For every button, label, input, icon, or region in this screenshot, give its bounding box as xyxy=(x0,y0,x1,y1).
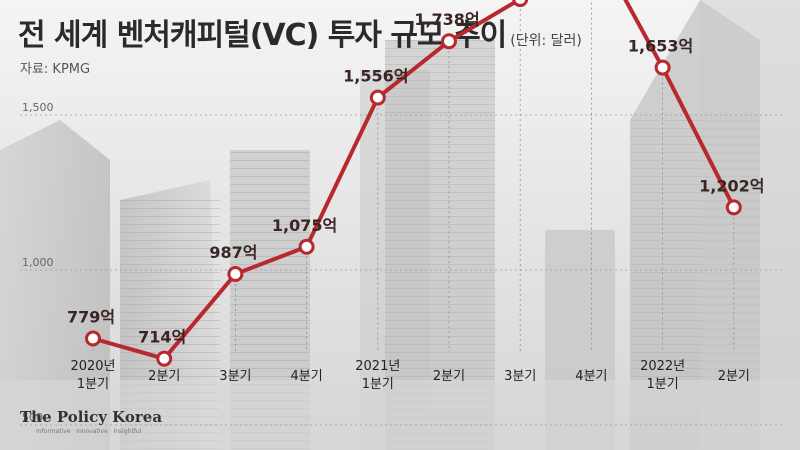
x-tick-label: 2분기 xyxy=(718,369,750,384)
x-tick-label: 4분기 xyxy=(290,369,322,384)
series-line xyxy=(92,0,736,361)
chart-title: 전 세계 벤처캐피털(VC) 투자 규모 추이 (단위: 달러) xyxy=(18,18,582,53)
x-tick-label: 2021년 1분기 xyxy=(355,359,400,392)
data-label: 779억 xyxy=(67,308,115,327)
x-tick-label: 2분기 xyxy=(148,369,180,384)
data-point xyxy=(227,266,244,283)
x-tick-label: 3분기 xyxy=(504,369,536,384)
data-point xyxy=(85,330,101,347)
x-tick-label: 2분기 xyxy=(433,369,465,384)
data-label: 987억 xyxy=(209,243,257,262)
data-label: 1,556억 xyxy=(343,67,408,86)
data-label: 714억 xyxy=(138,328,186,347)
x-tick-label: 2022년 1분기 xyxy=(640,359,685,392)
x-tick-label: 4분기 xyxy=(575,369,607,384)
data-point xyxy=(441,33,457,50)
x-tick-label: 3분기 xyxy=(219,369,251,384)
source-label: 자료: KPMG xyxy=(20,62,91,77)
brand-logo: The Policy Korea xyxy=(20,408,163,426)
data-label: 1,075억 xyxy=(272,216,337,235)
data-point xyxy=(156,350,173,367)
y-tick-label: 1,500 xyxy=(22,101,54,114)
x-tick-label: 2020년 1분기 xyxy=(70,359,115,392)
data-point xyxy=(654,59,671,76)
brand-tagline: Informative · Innovative · Insightful xyxy=(36,428,142,435)
data-point xyxy=(298,238,315,255)
data-label: 1,653억 xyxy=(628,37,693,56)
unit-label: (단위: 달러) xyxy=(510,33,582,49)
y-tick-label: 500 xyxy=(22,411,43,424)
data-point xyxy=(512,0,529,8)
data-point xyxy=(725,199,742,216)
data-label: 1,202억 xyxy=(699,176,764,195)
y-tick-label: 1,000 xyxy=(22,256,54,269)
data-label: 1,738억 xyxy=(414,10,479,29)
data-point xyxy=(369,89,386,106)
